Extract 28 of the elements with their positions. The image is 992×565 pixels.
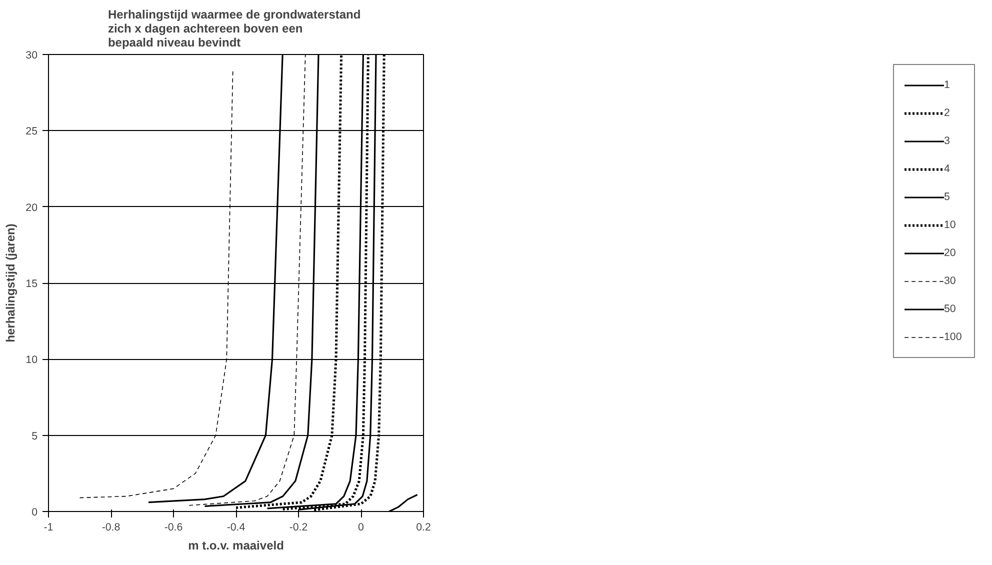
y-tick-label: 25 [26, 126, 38, 138]
y-tick-label: 15 [26, 278, 38, 290]
y-tick-label: 10 [26, 354, 38, 366]
chart-title: Herhalingstijd waarmee de grondwaterstand zich x dagen achtereen boven een bepaald niveau bevindt [108, 8, 361, 50]
legend-label: 20 [944, 247, 957, 259]
legend-label: 1 [944, 79, 951, 91]
x-axis-title: m t.o.v. maaiveld [188, 538, 284, 552]
legend-label: 30 [944, 275, 957, 287]
legend-label: 4 [944, 163, 951, 175]
x-tick-label: 0.2 [416, 522, 431, 534]
x-tick-label: -0.6 [164, 522, 183, 534]
y-tick-label: 0 [32, 506, 38, 518]
y-tick-label: 5 [32, 430, 38, 442]
y-tick-label: 30 [26, 50, 38, 62]
line-series [388, 494, 418, 512]
legend-label: 2 [944, 107, 951, 119]
x-tick-label: -0.2 [289, 522, 308, 534]
x-tick-label: -0.8 [102, 522, 120, 534]
legend-label: 10 [944, 219, 957, 231]
x-tick-label: 0 [358, 522, 364, 534]
legend-label: 50 [944, 303, 957, 315]
legend-label: 100 [944, 331, 963, 343]
y-tick-label: 20 [26, 202, 38, 214]
x-tick-label: -1 [44, 522, 54, 534]
y-axis-title: herhalingstijd (jaren) [4, 224, 18, 342]
x-tick-label: -0.4 [226, 522, 246, 534]
legend-label: 5 [944, 191, 951, 203]
legend-label: 3 [944, 135, 951, 147]
